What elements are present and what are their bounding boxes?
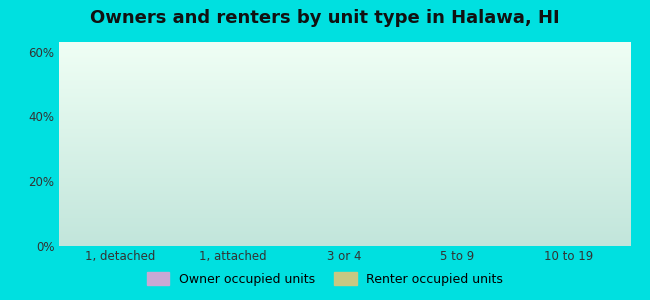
Text: Owners and renters by unit type in Halawa, HI: Owners and renters by unit type in Halaw… <box>90 9 560 27</box>
Bar <box>533 231 569 246</box>
Bar <box>421 233 457 246</box>
Bar <box>569 217 604 246</box>
Bar <box>196 217 232 246</box>
Bar <box>344 238 380 246</box>
Legend: Owner occupied units, Renter occupied units: Owner occupied units, Renter occupied un… <box>142 267 508 291</box>
Bar <box>309 238 344 246</box>
Bar <box>84 91 120 246</box>
Bar <box>120 220 156 246</box>
Bar <box>457 223 493 246</box>
Text: City-Data.com: City-Data.com <box>540 48 614 58</box>
Bar <box>232 223 268 246</box>
